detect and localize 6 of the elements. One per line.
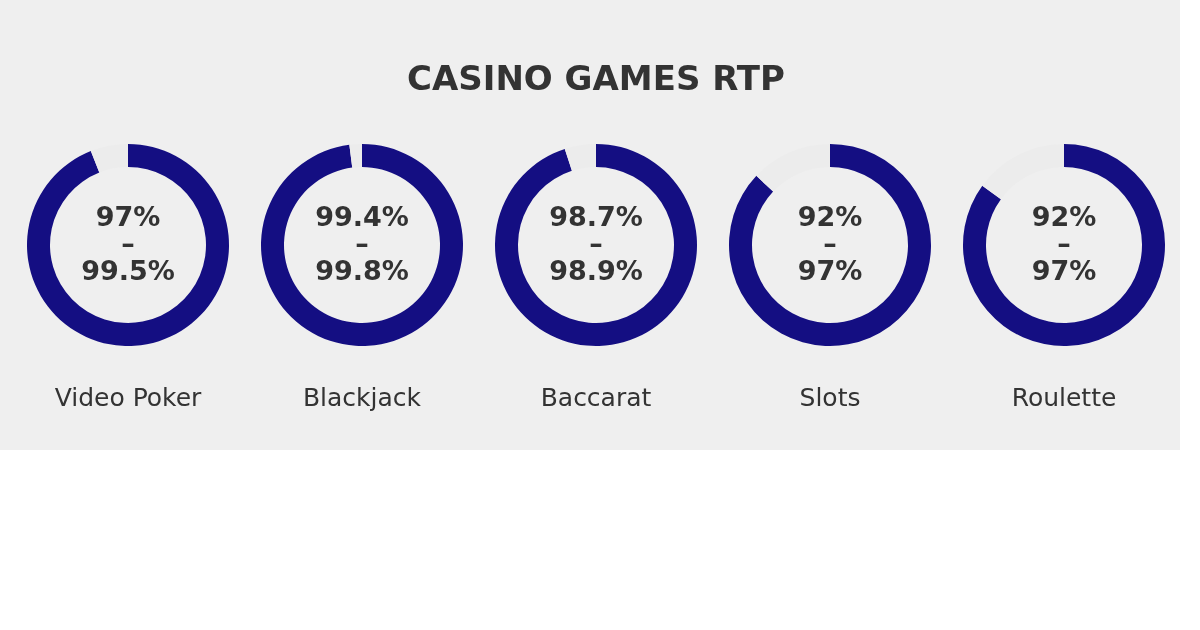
text: CASINO GAMES RTP <box>407 58 785 98</box>
text: Baccarat <box>540 383 652 412</box>
text: Slots <box>799 383 861 412</box>
text: Roulette <box>1011 383 1117 412</box>
text: Blackjack <box>302 383 422 412</box>
text: Video Poker <box>54 383 203 412</box>
